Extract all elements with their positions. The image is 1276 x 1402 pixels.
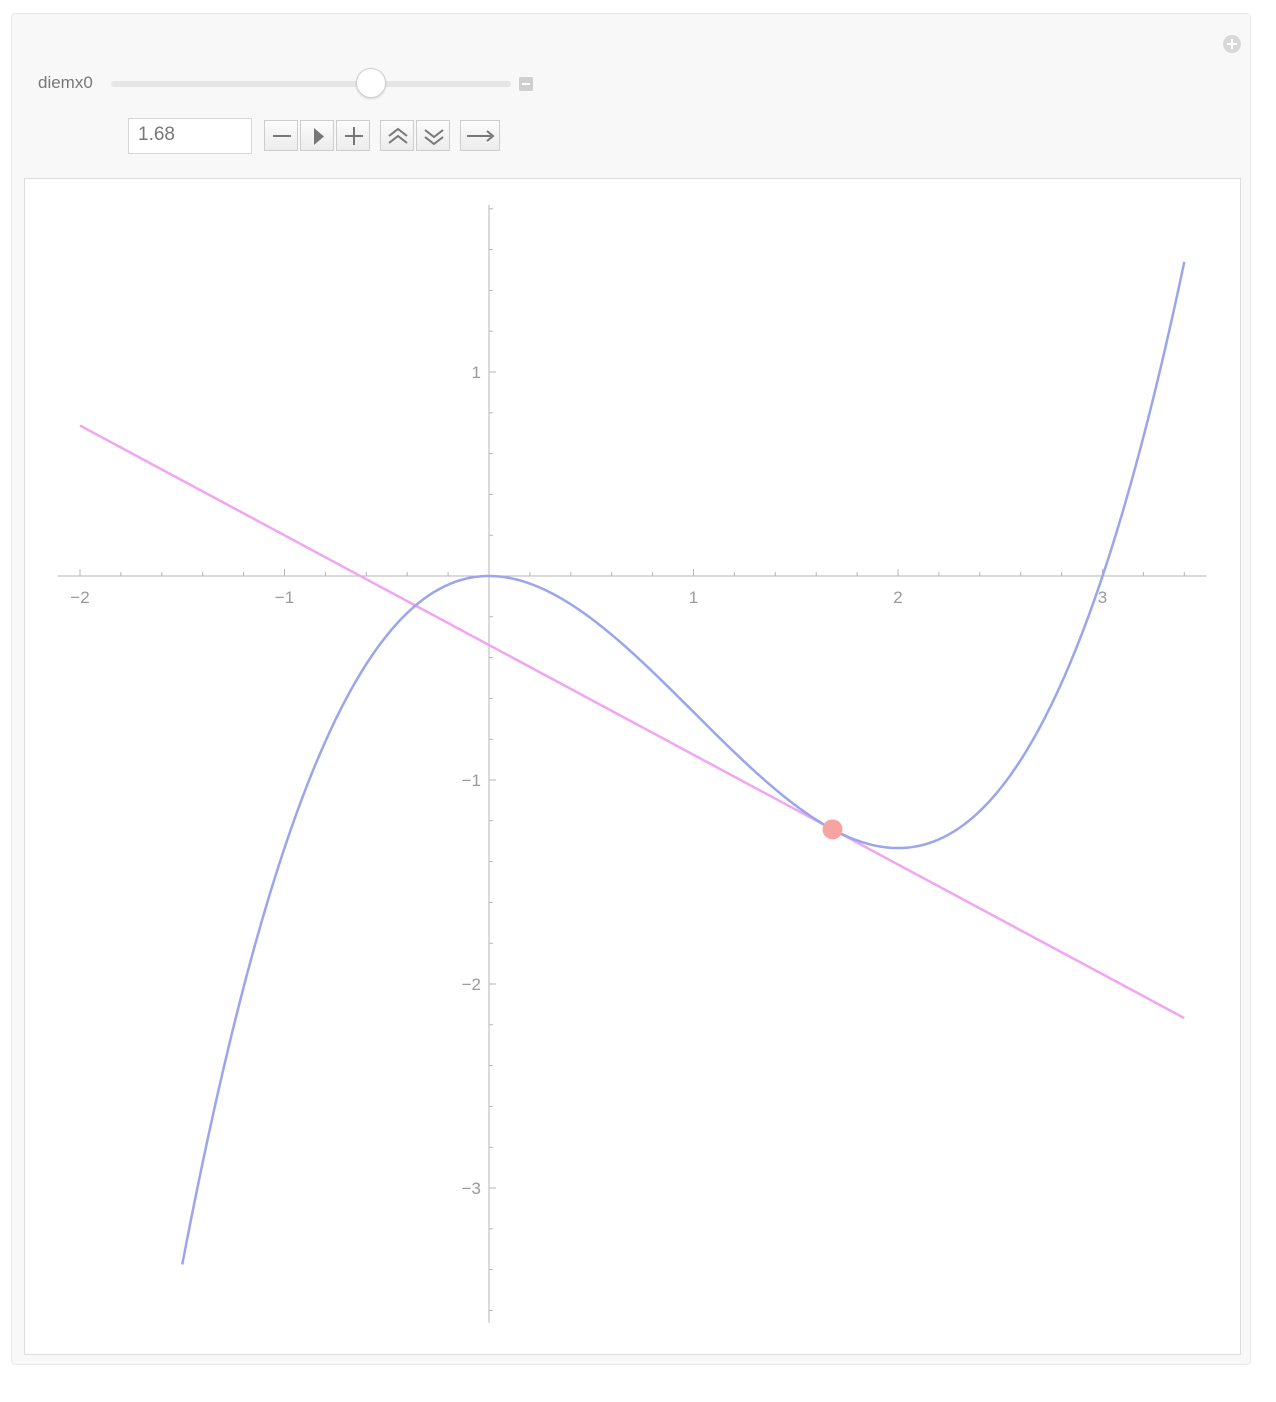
add-icon[interactable] — [1222, 34, 1242, 54]
plot: −2 −1 1 2 3 1 −1 −2 −3 — [58, 204, 1207, 1323]
function-curve — [181, 261, 1186, 1265]
double-chevron-up-icon — [388, 127, 408, 144]
variable-slider[interactable] — [111, 68, 511, 98]
x-tick-label: −1 — [275, 588, 294, 607]
play-icon — [314, 128, 324, 145]
y-tick-label: −3 — [462, 1179, 481, 1198]
tangent-point — [822, 819, 843, 840]
y-tick-label: −1 — [462, 771, 481, 790]
x-tick-label: 1 — [689, 588, 698, 607]
decrement-button[interactable] — [264, 120, 298, 151]
tangent-line — [79, 424, 1185, 1020]
play-button[interactable] — [300, 120, 334, 151]
plus-icon — [345, 127, 363, 145]
manipulate-panel: diemx0 1.68 −2 −1 1 2 3 1 −1 −2 −3 — [11, 13, 1251, 1365]
double-chevron-down-icon — [424, 129, 444, 146]
faster-button[interactable] — [380, 120, 414, 151]
y-tick-label: −2 — [462, 975, 481, 994]
arrow-right-icon — [467, 130, 495, 142]
y-tick-label: 1 — [472, 363, 481, 382]
collapse-controls-icon[interactable] — [519, 77, 533, 91]
minus-icon — [273, 135, 291, 137]
value-input[interactable]: 1.68 — [128, 118, 252, 154]
slider-track[interactable] — [111, 81, 511, 87]
x-tick-label: 3 — [1098, 588, 1107, 607]
x-tick-label: −2 — [70, 588, 89, 607]
x-tick-label: 2 — [893, 588, 902, 607]
plot-frame: −2 −1 1 2 3 1 −1 −2 −3 — [24, 178, 1241, 1355]
variable-label: diemx0 — [38, 73, 93, 92]
slider-thumb[interactable] — [355, 68, 386, 98]
increment-button[interactable] — [336, 120, 370, 151]
slower-button[interactable] — [416, 120, 450, 151]
direction-button[interactable] — [460, 120, 500, 151]
